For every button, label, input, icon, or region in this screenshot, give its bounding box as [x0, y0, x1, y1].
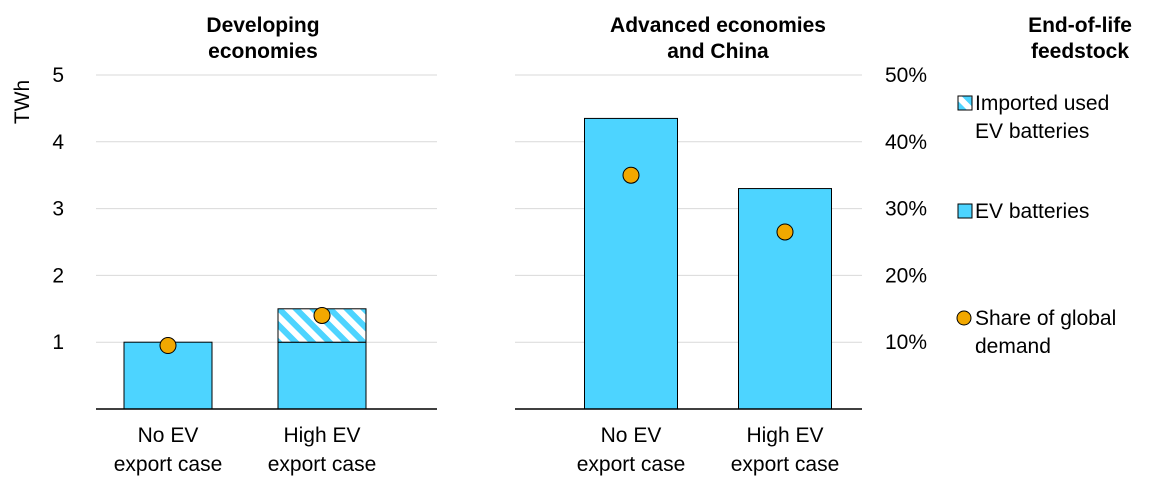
legend-label-line: EV batteries	[975, 120, 1089, 143]
y-tick-label: 4	[52, 131, 64, 154]
y-tick-label: 2	[52, 264, 64, 287]
y-tick-label: 30%	[885, 198, 927, 221]
bars	[123, 308, 367, 410]
panel-title-line: Developing	[206, 14, 319, 37]
secondary-y-tick-labels: 10% 20% 30% 40% 50%	[885, 64, 927, 354]
share-marker	[776, 223, 794, 241]
legend-label-line: Share of global	[975, 307, 1116, 330]
y-tick-label: 1	[52, 331, 64, 354]
legend-label-line: EV batteries	[975, 200, 1089, 223]
y-tick-label: 5	[52, 64, 64, 87]
gridlines	[96, 74, 437, 343]
x-tick-label: export case	[577, 453, 686, 476]
y-tick-label: 10%	[885, 331, 927, 354]
legend-marker-share	[956, 310, 972, 326]
y-tick-label: 40%	[885, 131, 927, 154]
panel-title-line: economies	[208, 40, 318, 63]
bar-imported-used	[277, 308, 367, 343]
bars	[584, 117, 832, 410]
bar-ev-batteries	[738, 188, 832, 410]
legend: End-of-life feedstock Imported used EV b…	[956, 14, 1132, 358]
x-tick-labels: No EV export case High EV export case	[114, 424, 377, 476]
bar-ev-batteries	[584, 117, 678, 410]
panel-title-line: and China	[667, 40, 769, 63]
legend-title-line: End-of-life	[1028, 14, 1132, 37]
x-tick-label: export case	[114, 453, 223, 476]
markers	[622, 166, 794, 241]
legend-swatch-imported	[957, 95, 973, 111]
y-tick-label: 3	[52, 198, 64, 221]
x-tick-label: No EV	[138, 424, 199, 447]
x-tick-label: High EV	[746, 424, 823, 447]
y-tick-label: 20%	[885, 264, 927, 287]
panel-developing: Developing economies TWh 1 2 3 4 5 No EV expo…	[11, 14, 437, 476]
share-marker	[159, 337, 177, 355]
markers	[159, 306, 331, 355]
legend-title-line: feedstock	[1031, 40, 1129, 63]
legend-swatch-ev	[957, 203, 973, 219]
x-tick-label: No EV	[601, 424, 662, 447]
panel-advanced: Advanced economies and China No EV export…	[515, 14, 927, 476]
panel-title-line: Advanced economies	[610, 14, 826, 37]
x-tick-label: export case	[268, 453, 377, 476]
y-axis-label: TWh	[11, 80, 34, 124]
y-tick-label: 50%	[885, 64, 927, 87]
legend-label-line: Imported used	[975, 92, 1109, 115]
legend-label-line: demand	[975, 335, 1051, 358]
y-tick-labels: 1 2 3 4 5	[52, 64, 64, 354]
x-tick-label: export case	[731, 453, 840, 476]
share-marker	[622, 166, 640, 184]
share-marker	[313, 306, 331, 324]
bar-ev-batteries	[277, 341, 367, 410]
x-tick-labels: No EV export case High EV export case	[577, 424, 840, 476]
x-tick-label: High EV	[283, 424, 360, 447]
